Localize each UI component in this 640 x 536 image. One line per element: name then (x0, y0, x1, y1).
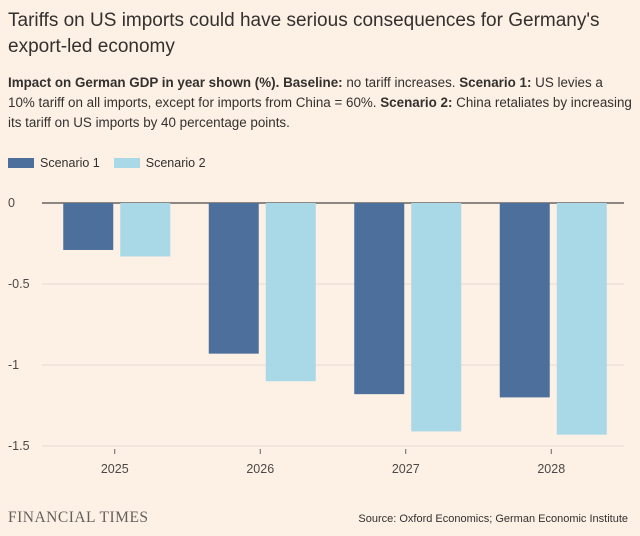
subtitle-scenario2-text: China retaliates by increasing its tarif… (8, 95, 632, 130)
legend-swatch-scenario-1 (8, 158, 34, 168)
legend-swatch-scenario-2 (113, 158, 140, 168)
x-tick-label: 2027 (392, 462, 420, 476)
subtitle-baseline-text: no tariff increases. (342, 75, 460, 90)
bar-scenario-1-2026 (208, 203, 259, 354)
legend-item-scenario-1: Scenario 1 (8, 156, 100, 170)
y-tick-label: -0.5 (8, 277, 30, 291)
x-tick-label: 2025 (101, 462, 129, 476)
bar-scenario-2-2028 (556, 203, 607, 435)
subtitle-scenario1-label: Scenario 1: (459, 75, 532, 90)
y-tick-label: 0 (8, 196, 15, 210)
source-note: Source: Oxford Economics; German Economi… (358, 513, 628, 525)
legend-label-scenario-1: Scenario 1 (40, 156, 100, 170)
x-tick-label: 2028 (537, 462, 565, 476)
bar-scenario-1-2025 (63, 203, 114, 250)
x-tick-label: 2026 (246, 462, 274, 476)
subtitle-scenario1-text: US levies a 10% tariff on all imports, e… (8, 75, 603, 110)
bar-scenario-1-2028 (499, 203, 550, 398)
chart-subtitle: Impact on German GDP in year shown (%). … (8, 73, 633, 133)
chart-legend: Scenario 1 Scenario 2 (8, 156, 206, 170)
bar-scenario-1-2027 (354, 203, 405, 395)
y-tick-label: -1.5 (8, 439, 30, 453)
y-tick-label: -1 (8, 358, 19, 372)
legend-label-scenario-2: Scenario 2 (145, 156, 206, 170)
bar-scenario-2-2026 (265, 203, 316, 382)
bar-scenario-2-2027 (411, 203, 462, 432)
chart-title: Tariffs on US imports could have serious… (8, 10, 600, 57)
subtitle-impact-label: Impact on German GDP in year shown (%). … (8, 75, 343, 90)
ft-brand-logo: FINANCIAL TIMES (8, 509, 149, 526)
legend-item-scenario-2: Scenario 2 (113, 156, 206, 170)
bar-chart: 0 -0.5 -1 -1.5 2025 2026 2027 2028 (8, 196, 624, 476)
subtitle-scenario2-label: Scenario 2: (380, 95, 453, 110)
bar-scenario-2-2025 (120, 203, 171, 257)
